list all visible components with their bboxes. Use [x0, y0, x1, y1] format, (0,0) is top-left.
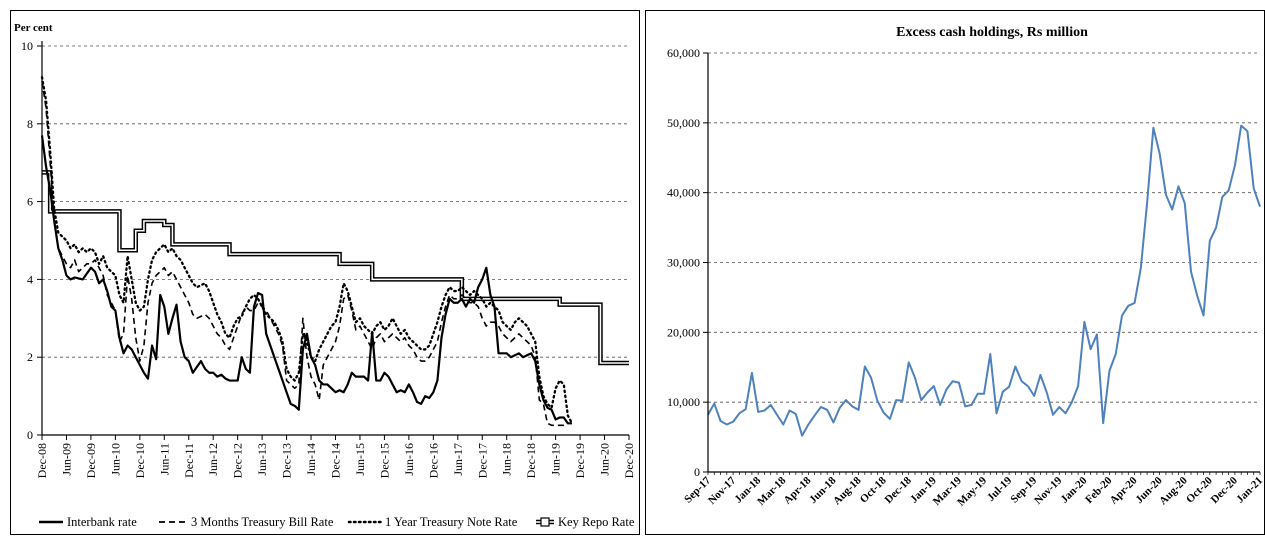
y-tick-label: 40,000 [667, 186, 700, 200]
x-tick-label: Apr-18 [782, 474, 814, 506]
x-tick-label: Jan-20 [1059, 474, 1090, 505]
x-tick-label: Dec-09 [84, 443, 98, 478]
x-tick-label: Jun-18 [500, 443, 514, 476]
excess-cash-chart-panel: Excess cash holdings, Rs million 0 10,000… [645, 10, 1265, 535]
x-tick-label: Aug-20 [1157, 474, 1190, 507]
policy-rates-chart-panel: Per cent 0 2 4 6 8 10 Dec-08 Jun-09 Dec-09 Jun-1… [10, 10, 640, 535]
legend-label-3m-tbill: 3 Months Treasury Bill Rate [191, 515, 334, 529]
legend: Interbank rate 3 Months Treasury Bill Ra… [39, 515, 635, 529]
x-tick-label: Nov-19 [1032, 474, 1065, 507]
series-lines [40, 75, 629, 427]
x-axis-ticks: Sep-17Nov-17Jan-18Mar-18Apr-18Jun-18Aug-… [682, 472, 1264, 509]
x-tick-label: Jan-21 [1234, 475, 1264, 506]
y-axis-ticks: 0 2 4 6 8 10 [21, 39, 42, 442]
x-tick-label: Jun-09 [59, 443, 73, 476]
y-tick-label: 6 [27, 195, 33, 209]
x-tick-label: Jun-17 [451, 443, 465, 476]
policy-rates-chart: Per cent 0 2 4 6 8 10 Dec-08 Jun-09 Dec-09 Jun-1… [14, 22, 636, 529]
axes [707, 53, 1260, 473]
x-tick-label: Jun-14 [304, 443, 318, 476]
x-tick-label: Dec-20 [622, 443, 636, 478]
series-excess-cash-holdings [707, 124, 1261, 437]
x-tick-label: Dec-20 [1209, 474, 1241, 506]
series-3m-tbill-rate [41, 80, 572, 427]
x-tick-label: Dec-14 [329, 443, 343, 478]
grid-lines [708, 52, 1260, 403]
x-tick-label: Mar-18 [755, 474, 789, 508]
x-tick-label: Jun-11 [157, 443, 171, 475]
excess-cash-chart: Excess cash holdings, Rs million 0 10,000… [667, 25, 1264, 509]
legend-label-repo: Key Repo Rate [558, 515, 635, 529]
x-tick-label: Dec-12 [231, 443, 245, 478]
x-tick-label: Oct-18 [858, 474, 889, 505]
x-tick-label: Nov-17 [706, 474, 739, 507]
y-tick-label: 50,000 [667, 116, 700, 130]
legend-swatch-repo-marker [540, 517, 550, 527]
y-tick-label: 0 [694, 465, 700, 479]
legend-label-interbank: Interbank rate [67, 515, 137, 529]
x-tick-label: Dec-10 [133, 443, 147, 478]
x-axis-ticks: Dec-08 Jun-09 Dec-09 Jun-10 Dec-10 Jun-11 Dec-… [35, 435, 636, 478]
x-tick-label: Oct-20 [1184, 474, 1215, 505]
y-axis-ticks: 0 10,000 20,000 30,000 40,000 50,000 60,000 [667, 46, 708, 479]
x-tick-label: Dec-17 [475, 443, 489, 478]
y-unit-label: Per cent [14, 22, 53, 34]
x-tick-label: Jun-10 [108, 443, 122, 476]
legend-label-1y-tnote: 1 Year Treasury Note Rate [385, 515, 518, 529]
x-tick-label: Dec-15 [377, 443, 391, 478]
y-tick-label: 60,000 [667, 46, 700, 60]
x-tick-label: Dec-13 [280, 443, 294, 478]
y-tick-label: 0 [27, 428, 33, 442]
y-tick-label: 10 [21, 39, 33, 53]
x-tick-label: Dec-18 [882, 474, 914, 506]
x-tick-label: Dec-19 [573, 443, 587, 478]
grid-lines [42, 45, 629, 358]
y-tick-label: 8 [27, 117, 33, 131]
x-tick-label: Jun-16 [402, 443, 416, 476]
y-tick-label: 30,000 [667, 256, 700, 270]
y-tick-label: 2 [27, 350, 33, 364]
axes [41, 41, 629, 436]
x-tick-label: Dec-11 [182, 443, 196, 478]
series-lines [707, 124, 1261, 437]
x-tick-label: Dec-16 [426, 443, 440, 478]
x-tick-label: Apr-20 [1108, 474, 1140, 506]
x-tick-label: Jun-20 [598, 443, 612, 476]
x-tick-label: Jun-12 [206, 443, 220, 476]
series-1y-tnote-rate [40, 75, 574, 425]
x-tick-label: Jun-19 [549, 443, 563, 476]
x-tick-label: Dec-08 [35, 443, 49, 478]
x-tick-label: Aug-18 [831, 474, 864, 507]
y-tick-label: 10,000 [667, 395, 700, 409]
x-tick-label: Dec-18 [524, 443, 538, 478]
x-tick-label: Jun-15 [353, 443, 367, 476]
chart-title: Excess cash holdings, Rs million [896, 25, 1088, 40]
y-tick-label: 20,000 [667, 325, 700, 339]
y-tick-label: 4 [27, 272, 33, 286]
x-tick-label: Jun-13 [255, 443, 269, 476]
series-key-repo-rate-inner [42, 171, 629, 364]
